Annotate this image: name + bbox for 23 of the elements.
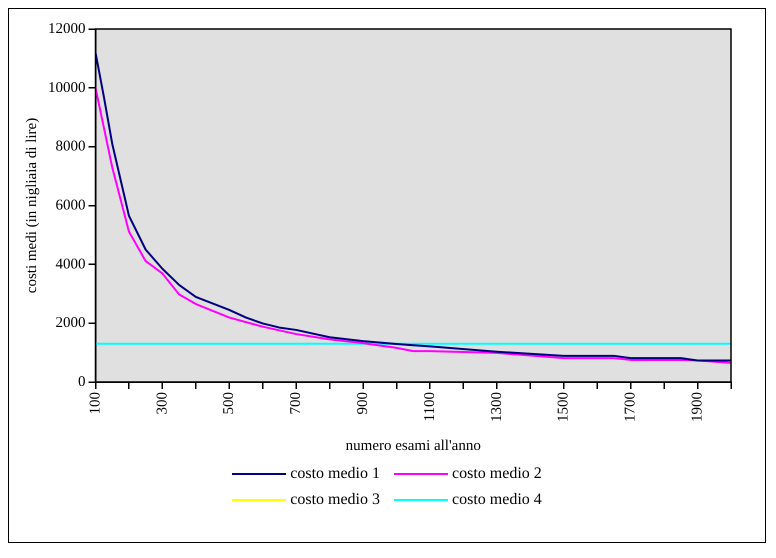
x-tick-label: 900 (355, 392, 372, 414)
legend-label: costo medio 4 (452, 491, 542, 509)
x-tick-label: 1700 (622, 392, 639, 422)
y-axis-title: costi medi (in nigliaia di lire) (24, 118, 40, 294)
legend-label: costo medio 3 (290, 491, 380, 509)
x-tick-label: 1500 (556, 392, 572, 422)
x-axis-title: numero esami all'anno (346, 438, 481, 454)
legend-label: costo medio 2 (452, 465, 542, 483)
x-tick-label: 500 (221, 392, 238, 414)
x-tick-label: 300 (154, 392, 170, 414)
x-tick-label: 700 (288, 392, 304, 414)
y-tick-label: 12000 (48, 20, 86, 37)
x-tick-label: 1100 (422, 392, 438, 422)
legend-label: costo medio 1 (290, 465, 380, 483)
y-tick-label: 0 (78, 374, 86, 390)
x-tick-label: 100 (87, 392, 104, 414)
y-tick-label: 6000 (56, 197, 86, 214)
y-tick-label: 4000 (56, 256, 86, 272)
x-tick-label: 1900 (689, 392, 706, 422)
y-tick-label: 8000 (56, 138, 86, 155)
y-tick-label: 10000 (48, 80, 86, 96)
x-tick-label: 1300 (488, 392, 505, 422)
y-tick-label: 2000 (56, 315, 86, 332)
